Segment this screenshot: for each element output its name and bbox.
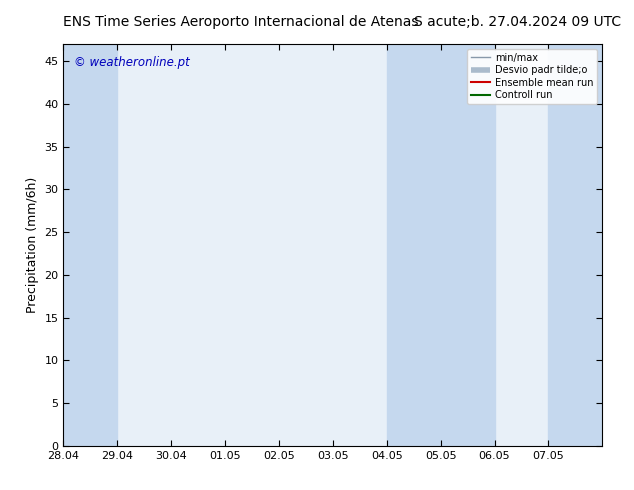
Y-axis label: Precipitation (mm/6h): Precipitation (mm/6h)	[26, 177, 39, 313]
Bar	[548, 44, 602, 446]
Bar	[387, 44, 495, 446]
Legend: min/max, Desvio padr tilde;o, Ensemble mean run, Controll run: min/max, Desvio padr tilde;o, Ensemble m…	[467, 49, 597, 104]
Text: © weatheronline.pt: © weatheronline.pt	[74, 56, 190, 69]
Text: S acute;b. 27.04.2024 09 UTC: S acute;b. 27.04.2024 09 UTC	[414, 15, 621, 29]
Bar	[63, 44, 117, 446]
Text: ENS Time Series Aeroporto Internacional de Atenas: ENS Time Series Aeroporto Internacional …	[63, 15, 419, 29]
